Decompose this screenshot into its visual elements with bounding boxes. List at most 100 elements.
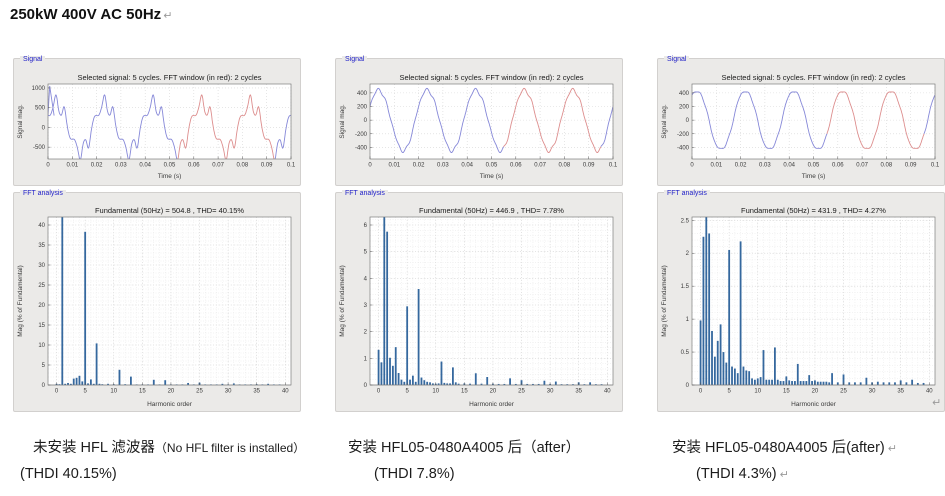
paragraph-return-mark: ↵ bbox=[887, 443, 897, 455]
svg-text:Mag (% of Fundamental): Mag (% of Fundamental) bbox=[339, 265, 346, 337]
svg-text:30: 30 bbox=[547, 389, 554, 395]
signal-panel-label: Signal bbox=[20, 56, 46, 64]
svg-text:0: 0 bbox=[42, 125, 46, 131]
paragraph-return-mark: ↵ bbox=[163, 10, 173, 22]
svg-text:-200: -200 bbox=[355, 132, 368, 138]
svg-text:20: 20 bbox=[38, 303, 45, 309]
svg-text:0.08: 0.08 bbox=[237, 163, 249, 169]
svg-text:Mag (% of Fundamental): Mag (% of Fundamental) bbox=[17, 265, 24, 337]
svg-text:-200: -200 bbox=[677, 132, 690, 138]
svg-text:20: 20 bbox=[168, 389, 175, 395]
svg-text:2: 2 bbox=[364, 330, 368, 336]
svg-text:15: 15 bbox=[38, 323, 45, 329]
svg-text:0: 0 bbox=[377, 389, 381, 395]
fft-panel-label: FFT analysis bbox=[20, 190, 66, 198]
fft-panel-label: FFT analysis bbox=[342, 190, 388, 198]
svg-text:Time (s): Time (s) bbox=[802, 173, 826, 180]
svg-text:Time (s): Time (s) bbox=[480, 173, 504, 180]
svg-text:0.5: 0.5 bbox=[681, 350, 690, 356]
svg-text:Fundamental (50Hz) = 446.9 , T: Fundamental (50Hz) = 446.9 , THD= 7.78% bbox=[419, 206, 564, 215]
svg-text:0.08: 0.08 bbox=[559, 163, 571, 169]
svg-text:0: 0 bbox=[686, 118, 690, 124]
svg-text:35: 35 bbox=[253, 389, 260, 395]
svg-text:0.04: 0.04 bbox=[461, 163, 473, 169]
paragraph-return-mark: ↵ bbox=[779, 469, 789, 481]
svg-text:25: 25 bbox=[518, 389, 525, 395]
svg-text:Selected signal: 5 cycles. FFT: Selected signal: 5 cycles. FFT window (i… bbox=[77, 73, 261, 82]
caption-3-line-1: 安装 HFL05-0480A4005 后(after) ↵ bbox=[672, 436, 897, 457]
svg-text:Harmonic order: Harmonic order bbox=[469, 401, 515, 408]
svg-text:0: 0 bbox=[686, 383, 690, 389]
svg-text:0.09: 0.09 bbox=[905, 163, 917, 169]
signal-panel: Signal 0 0.01 0.02 0.03 0.04 0.05 0.06 0.07 0.08… bbox=[657, 56, 945, 186]
svg-text:0.1: 0.1 bbox=[931, 163, 940, 169]
svg-text:25: 25 bbox=[38, 283, 45, 289]
svg-text:0.02: 0.02 bbox=[413, 163, 425, 169]
svg-text:400: 400 bbox=[357, 91, 368, 97]
svg-text:5: 5 bbox=[364, 250, 368, 256]
signal-panel-label: Signal bbox=[664, 56, 690, 64]
svg-text:1: 1 bbox=[364, 356, 368, 362]
fft-panel: FFT analysis 0 5 10 15 20 25 30 35 40 0 0.5 1 1.5 2 2.… bbox=[657, 190, 945, 412]
svg-text:0.1: 0.1 bbox=[287, 163, 296, 169]
caption-2-line-1: 安装 HFL05-0480A4005 后（after） bbox=[348, 436, 583, 457]
svg-text:30: 30 bbox=[38, 263, 45, 269]
svg-text:0.09: 0.09 bbox=[261, 163, 273, 169]
svg-text:Fundamental (50Hz) = 504.8 , T: Fundamental (50Hz) = 504.8 , THD= 40.15% bbox=[95, 206, 244, 215]
signal-panel-label: Signal bbox=[342, 56, 368, 64]
svg-text:15: 15 bbox=[783, 389, 790, 395]
svg-text:40: 40 bbox=[282, 389, 289, 395]
fft-spectrum-chart: 0 5 10 15 20 25 30 35 40 0 0.5 1 1.5 2 2.5 Fundamental … bbox=[661, 206, 936, 408]
signal-panel: Signal 0 0.01 0.02 0.03 0.04 0.05 0.06 0.07 0.08… bbox=[13, 56, 301, 186]
svg-text:0.01: 0.01 bbox=[388, 163, 400, 169]
figure-after-filter-2: Signal 0 0.01 0.02 0.03 0.04 0.05 0.06 0.07 0.08… bbox=[657, 56, 945, 412]
svg-text:35: 35 bbox=[897, 389, 904, 395]
figure-no-filter: Signal 0 0.01 0.02 0.03 0.04 0.05 0.06 0.07 0.08… bbox=[13, 56, 301, 412]
svg-text:30: 30 bbox=[225, 389, 232, 395]
svg-text:500: 500 bbox=[35, 106, 46, 112]
svg-text:Mag (% of Fundamental): Mag (% of Fundamental) bbox=[661, 265, 668, 337]
svg-text:5: 5 bbox=[83, 389, 87, 395]
svg-text:0.05: 0.05 bbox=[486, 163, 498, 169]
svg-text:0: 0 bbox=[364, 118, 368, 124]
signal-waveform-chart: 0 0.01 0.02 0.03 0.04 0.05 0.06 0.07 0.08 0.09 0.1… bbox=[661, 73, 940, 180]
svg-text:0.08: 0.08 bbox=[881, 163, 893, 169]
svg-text:-400: -400 bbox=[677, 145, 690, 151]
svg-text:25: 25 bbox=[196, 389, 203, 395]
svg-text:0.02: 0.02 bbox=[91, 163, 103, 169]
svg-text:1000: 1000 bbox=[32, 86, 46, 92]
svg-text:Fundamental (50Hz) = 431.9 , T: Fundamental (50Hz) = 431.9 , THD= 4.27% bbox=[741, 206, 886, 215]
svg-text:5: 5 bbox=[42, 363, 46, 369]
svg-text:10: 10 bbox=[38, 343, 45, 349]
svg-text:0: 0 bbox=[699, 389, 703, 395]
svg-text:200: 200 bbox=[679, 105, 690, 111]
caption-1-line-2: (THDI 40.15%) bbox=[20, 466, 120, 482]
figures-row: Signal 0 0.01 0.02 0.03 0.04 0.05 0.06 0.07 0.08… bbox=[13, 56, 945, 412]
svg-text:10: 10 bbox=[432, 389, 439, 395]
svg-text:5: 5 bbox=[405, 389, 409, 395]
svg-text:40: 40 bbox=[38, 223, 45, 229]
svg-text:2: 2 bbox=[686, 251, 690, 257]
svg-text:0: 0 bbox=[368, 163, 372, 169]
svg-text:20: 20 bbox=[490, 389, 497, 395]
svg-text:1.5: 1.5 bbox=[681, 284, 690, 290]
svg-text:0: 0 bbox=[55, 389, 59, 395]
page-title: 250kW 400V AC 50Hz ↵ bbox=[10, 6, 172, 23]
svg-text:10: 10 bbox=[110, 389, 117, 395]
svg-text:6: 6 bbox=[364, 223, 368, 229]
svg-text:3: 3 bbox=[364, 303, 368, 309]
caption-text: 安装 HFL05-0480A4005 后 bbox=[348, 440, 523, 456]
svg-text:0.06: 0.06 bbox=[510, 163, 522, 169]
svg-text:Signal mag.: Signal mag. bbox=[339, 104, 346, 139]
svg-text:0: 0 bbox=[690, 163, 694, 169]
svg-text:Selected signal: 5 cycles. FFT: Selected signal: 5 cycles. FFT window (i… bbox=[721, 73, 905, 82]
svg-text:40: 40 bbox=[604, 389, 611, 395]
svg-text:20: 20 bbox=[812, 389, 819, 395]
svg-text:35: 35 bbox=[575, 389, 582, 395]
svg-text:15: 15 bbox=[139, 389, 146, 395]
figure-after-filter-1: Signal 0 0.01 0.02 0.03 0.04 0.05 0.06 0.07 0.08… bbox=[335, 56, 623, 412]
svg-text:0.03: 0.03 bbox=[437, 163, 449, 169]
fft-panel: FFT analysis 0 5 10 15 20 25 30 35 40 0 5 10 15 20 25 3… bbox=[13, 190, 301, 412]
svg-text:Harmonic order: Harmonic order bbox=[791, 401, 837, 408]
svg-text:0.09: 0.09 bbox=[583, 163, 595, 169]
